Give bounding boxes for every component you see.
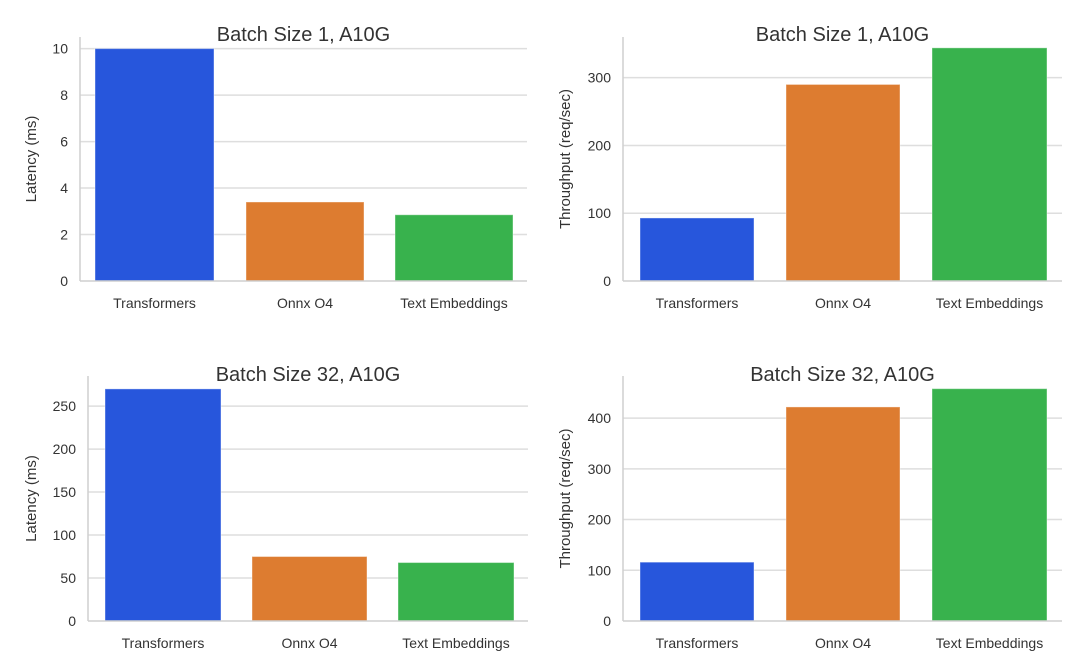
y-tick-label: 400 xyxy=(588,410,612,426)
y-tick-label: 250 xyxy=(53,398,77,414)
y-axis-label: Latency (ms) xyxy=(23,116,40,203)
x-tick-label: Onnx O4 xyxy=(815,295,871,311)
x-tick-label: Onnx O4 xyxy=(815,635,871,651)
chart-title: Batch Size 32, A10G xyxy=(216,364,401,386)
y-tick-label: 300 xyxy=(588,461,612,477)
x-tick-label: Onnx O4 xyxy=(277,295,333,311)
y-tick-label: 0 xyxy=(68,613,76,629)
y-axis-label: Latency (ms) xyxy=(23,455,40,542)
bar-transformers xyxy=(104,388,222,622)
bar-text-embeddings xyxy=(397,562,515,622)
bar-text-embeddings xyxy=(931,47,1048,282)
bar-text-embeddings xyxy=(394,214,514,282)
x-tick-label: Text Embeddings xyxy=(402,635,509,651)
x-tick-label: Transformers xyxy=(113,295,196,311)
y-tick-label: 100 xyxy=(588,562,612,578)
y-tick-label: 4 xyxy=(60,180,68,196)
bar-onnx-o4 xyxy=(785,83,901,282)
subplot-4: 0 100 200 300 400 Transformers Onnx O4 Text Emb… xyxy=(557,364,1062,651)
y-axis-label: Throughput (req/sec) xyxy=(557,89,574,229)
y-tick-label: 200 xyxy=(53,441,77,457)
bar-onnx-o4 xyxy=(245,201,365,282)
y-tick-label: 200 xyxy=(588,137,612,153)
bar-transformers xyxy=(639,561,755,622)
y-tick-label: 8 xyxy=(60,87,68,103)
bar-onnx-o4 xyxy=(251,556,368,622)
y-tick-label: 200 xyxy=(588,512,612,528)
subplot-2: 0 100 200 300 Transformers Onnx O4 Text Embedd… xyxy=(557,24,1062,311)
x-tick-label: Transformers xyxy=(656,295,739,311)
x-tick-label: Onnx O4 xyxy=(281,635,337,651)
y-tick-label: 2 xyxy=(60,227,68,243)
subplot-1: 0 2 4 6 8 10 Transformers Onnx O4 Text Embedding… xyxy=(23,24,527,311)
y-axis-label: Throughput (req/sec) xyxy=(557,428,574,568)
y-tick-label: 0 xyxy=(603,613,611,629)
bar-text-embeddings xyxy=(931,388,1048,622)
bar-transformers xyxy=(639,217,755,282)
x-tick-label: Text Embeddings xyxy=(400,295,507,311)
chart-title: Batch Size 32, A10G xyxy=(750,364,935,386)
y-tick-label: 0 xyxy=(60,273,68,289)
y-tick-label: 150 xyxy=(53,484,77,500)
y-tick-label: 100 xyxy=(53,527,77,543)
chart-title: Batch Size 1, A10G xyxy=(756,24,929,46)
subplot-3: 0 50 100 150 200 250 Transformers Onnx O4 Text E… xyxy=(23,364,528,651)
chart-title: Batch Size 1, A10G xyxy=(217,24,390,46)
y-tick-label: 0 xyxy=(603,273,611,289)
bar-transformers xyxy=(94,48,215,282)
y-tick-label: 300 xyxy=(588,70,612,86)
y-tick-label: 100 xyxy=(588,205,612,221)
bar-onnx-o4 xyxy=(785,406,901,622)
x-tick-label: Transformers xyxy=(122,635,205,651)
y-tick-label: 6 xyxy=(60,134,68,150)
y-tick-label: 50 xyxy=(60,570,76,586)
y-tick-label: 10 xyxy=(52,41,68,57)
x-tick-label: Text Embeddings xyxy=(936,635,1043,651)
x-tick-label: Transformers xyxy=(656,635,739,651)
x-tick-label: Text Embeddings xyxy=(936,295,1043,311)
